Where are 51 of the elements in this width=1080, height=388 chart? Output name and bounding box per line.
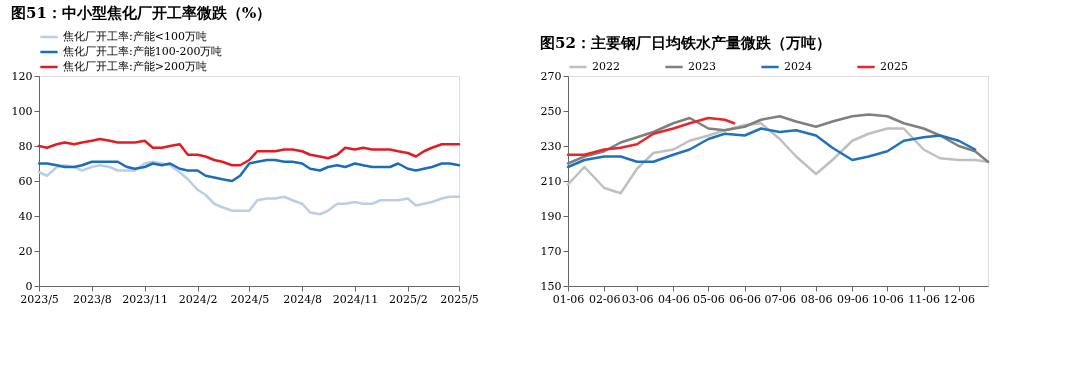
line-series bbox=[37, 137, 461, 167]
x-tick-label: 11-06 bbox=[908, 292, 941, 306]
y-tick-label: 20 bbox=[18, 244, 33, 258]
x-tick-label: 2024/11 bbox=[332, 292, 379, 306]
line-series bbox=[37, 158, 461, 183]
chart-title: 图52：主要钢厂日均铁水产量微跌（万吨） bbox=[540, 34, 831, 52]
line-series bbox=[566, 122, 990, 195]
legend-label: 2023 bbox=[688, 60, 716, 73]
x-tick-label: 2024/5 bbox=[230, 292, 270, 306]
x-tick-label: 08-06 bbox=[800, 292, 833, 306]
legend-label: 2022 bbox=[592, 60, 620, 73]
x-tick-label: 2023/5 bbox=[20, 292, 59, 306]
y-tick-label: 230 bbox=[540, 139, 562, 153]
y-tick-label: 170 bbox=[540, 244, 562, 258]
x-tick-label: 2025/5 bbox=[440, 292, 479, 306]
line-series bbox=[37, 160, 461, 216]
y-tick-label: 60 bbox=[18, 174, 33, 188]
x-tick-label: 10-06 bbox=[872, 292, 904, 306]
y-tick-label: 40 bbox=[18, 209, 33, 223]
y-tick-label: 270 bbox=[540, 69, 562, 83]
x-tick-label: 06-06 bbox=[729, 292, 762, 306]
legend-label: 2025 bbox=[880, 60, 908, 73]
x-tick-label: 2024/2 bbox=[178, 292, 218, 306]
x-tick-label: 12-06 bbox=[943, 292, 976, 306]
y-tick-label: 80 bbox=[18, 139, 33, 153]
x-tick-label: 2025/2 bbox=[389, 292, 428, 306]
y-tick-label: 120 bbox=[11, 69, 33, 83]
legend-label: 焦化厂开工率:产能100-200万吨 bbox=[63, 45, 223, 58]
y-tick-label: 250 bbox=[540, 104, 562, 118]
x-tick-label: 04-06 bbox=[657, 292, 690, 306]
x-tick-label: 02-06 bbox=[588, 292, 621, 306]
x-tick-label: 05-06 bbox=[693, 292, 725, 306]
legend-label: 焦化厂开工率:产能>200万吨 bbox=[63, 60, 207, 73]
x-tick-label: 07-06 bbox=[764, 292, 797, 306]
y-tick-label: 190 bbox=[540, 209, 562, 223]
x-tick-label: 09-06 bbox=[836, 292, 869, 306]
line-series bbox=[566, 113, 990, 165]
line-series bbox=[566, 116, 736, 156]
y-tick-label: 210 bbox=[540, 174, 562, 188]
y-tick-label: 0 bbox=[25, 279, 33, 293]
legend-label: 焦化厂开工率:产能<100万吨 bbox=[63, 30, 207, 43]
line-series bbox=[566, 127, 977, 169]
y-tick-label: 150 bbox=[540, 279, 562, 293]
legend-label: 2024 bbox=[784, 60, 812, 73]
chart-title: 图51：中小型焦化厂开工率微跌（%） bbox=[11, 4, 272, 22]
x-tick-label: 2023/11 bbox=[122, 292, 169, 306]
x-tick-label: 03-06 bbox=[621, 292, 654, 306]
y-tick-label: 100 bbox=[11, 104, 33, 118]
x-tick-label: 2023/8 bbox=[73, 292, 112, 306]
x-tick-label: 01-06 bbox=[552, 292, 585, 306]
x-tick-label: 2024/8 bbox=[283, 292, 322, 306]
